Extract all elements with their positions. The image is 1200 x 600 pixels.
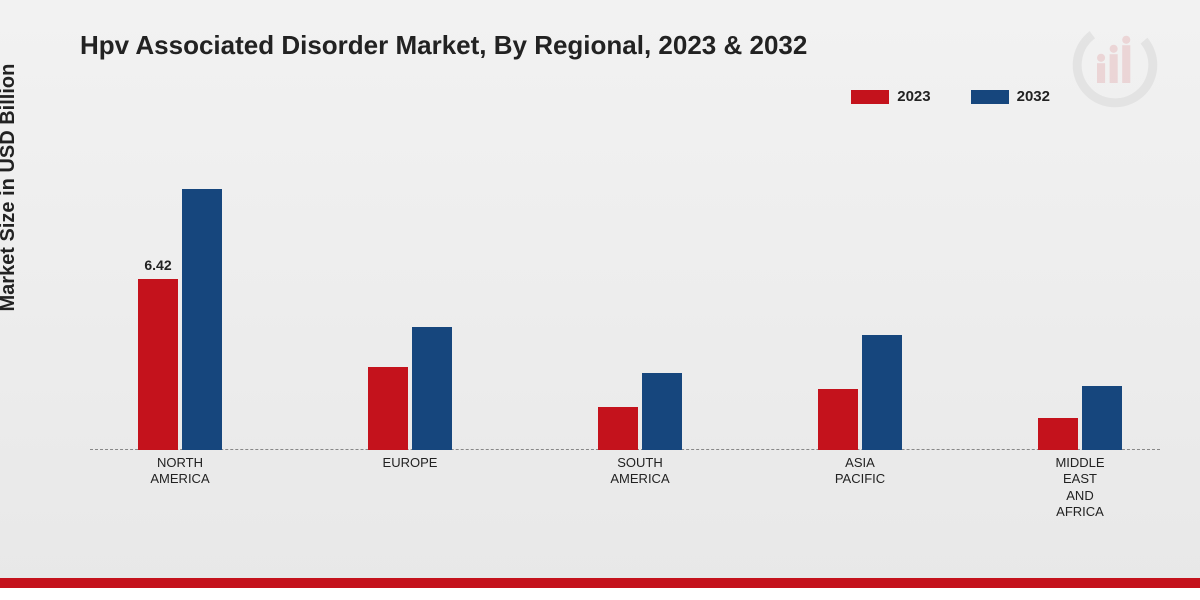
y-axis-label: Market Size in USD Billion [0, 64, 20, 312]
bar-2032 [642, 373, 682, 450]
x-axis-category-label: NORTH AMERICA [150, 455, 209, 488]
bar-2032 [862, 335, 902, 450]
bar-2023 [368, 367, 408, 450]
legend-label-2032: 2032 [1017, 88, 1050, 105]
bar-2023: 6.42 [138, 279, 178, 450]
bar-2032 [182, 189, 222, 450]
x-axis-category-label: SOUTH AMERICA [610, 455, 669, 488]
bar-group [598, 373, 682, 450]
bar-2023 [598, 407, 638, 450]
bar-group [1038, 386, 1122, 450]
x-axis-category-label: EUROPE [383, 455, 438, 471]
legend-item-2032: 2032 [971, 88, 1050, 105]
x-axis-category-label: ASIA PACIFIC [835, 455, 885, 488]
x-axis-category-label: MIDDLE EAST AND AFRICA [1055, 455, 1104, 520]
x-axis-labels: NORTH AMERICA EUROPE SOUTH AMERICA ASIA PAC… [90, 455, 1160, 515]
chart-title: Hpv Associated Disorder Market, By Regio… [80, 30, 807, 61]
bar-2023 [1038, 418, 1078, 450]
bar-value-label: 6.42 [144, 257, 171, 273]
footer-underline [0, 588, 1200, 600]
bar-group [368, 327, 452, 450]
legend-swatch-2032 [971, 90, 1009, 104]
bar-group [818, 335, 902, 450]
bar-2023 [818, 389, 858, 450]
bar-group: 6.42 [138, 189, 222, 450]
brand-logo-icon [1070, 20, 1160, 110]
bar-2032 [412, 327, 452, 450]
legend: 2023 2032 [851, 88, 1050, 105]
legend-item-2023: 2023 [851, 88, 930, 105]
legend-label-2023: 2023 [897, 88, 930, 105]
chart-plot-area: 6.42 [90, 130, 1160, 450]
bar-2032 [1082, 386, 1122, 450]
legend-swatch-2023 [851, 90, 889, 104]
footer-accent-bar [0, 578, 1200, 588]
